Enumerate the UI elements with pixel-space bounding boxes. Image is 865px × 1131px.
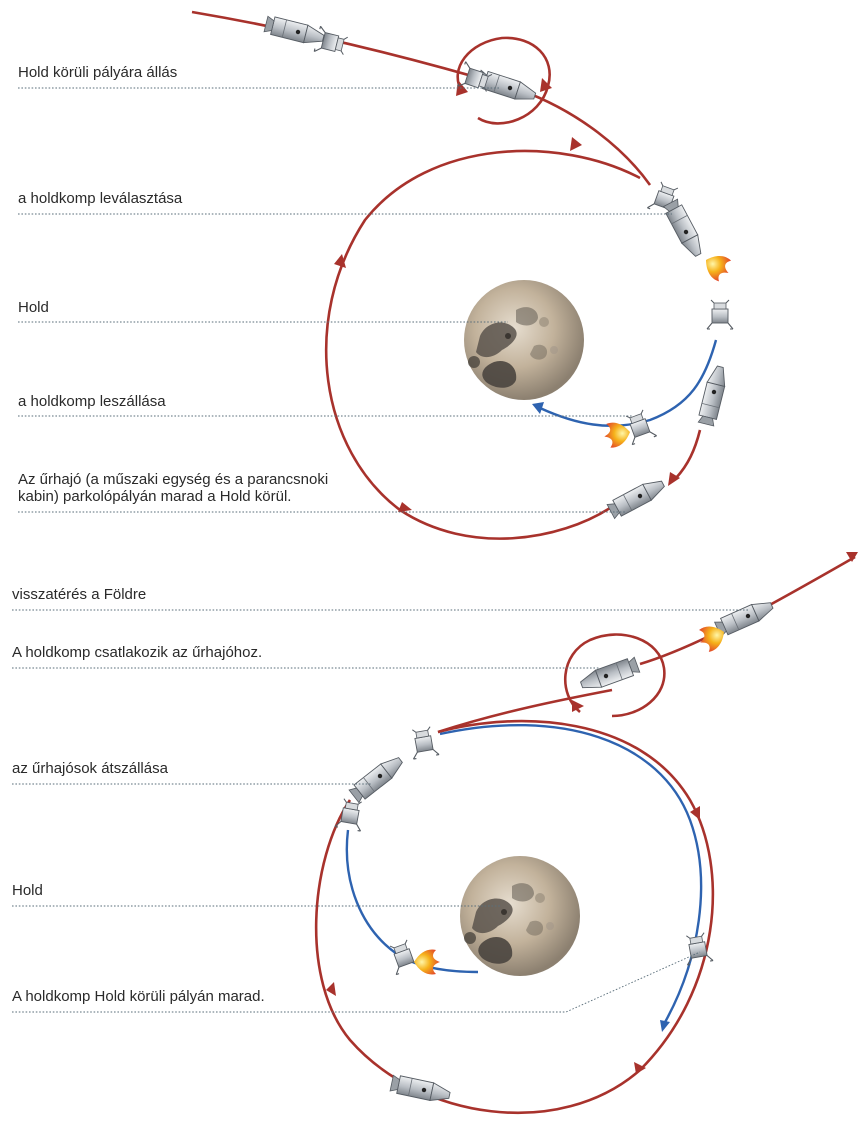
label-lm-separation: a holdkomp leválasztása — [18, 190, 183, 207]
arrow-icon — [572, 700, 584, 712]
arrow-icon — [690, 806, 700, 820]
label-return-to-earth: visszatérés a Földre — [12, 586, 147, 603]
arrow-icon — [326, 982, 336, 996]
spacecraft-icon — [606, 475, 668, 520]
lm-ascent-path — [345, 829, 479, 974]
moon-icon — [460, 856, 580, 976]
engine-flame-icon — [699, 249, 735, 284]
label-csm-parking-line1: Az űrhajó (a műszaki egység és a parancs… — [18, 471, 329, 488]
label-crew-transfer: az űrhajósok átszállása — [12, 760, 168, 777]
landing-trajectory — [539, 339, 718, 427]
arrow-icon — [634, 1062, 646, 1074]
insertion-loop — [456, 36, 551, 125]
lunar-module-icon — [334, 797, 367, 832]
arrow-icon — [532, 402, 544, 414]
arrow-icon — [668, 472, 680, 486]
lunar-module-icon — [313, 25, 350, 60]
ascent-trajectory — [437, 688, 613, 734]
docking-loop — [563, 633, 666, 718]
lunar-module-icon — [407, 725, 440, 760]
label-lm-landing: a holdkomp leszállása — [18, 393, 166, 410]
arrow-icon — [846, 552, 858, 562]
spacecraft-icon — [263, 14, 326, 48]
label-moon-bottom: Hold — [12, 882, 43, 899]
label-lm-docking: A holdkomp csatlakozik az űrhajóhoz. — [12, 644, 263, 661]
lunar-module-icon — [706, 299, 734, 330]
spacecraft-icon — [577, 655, 641, 694]
arrow-icon — [570, 137, 582, 151]
approach-trajectory — [191, 10, 652, 186]
lunar-parking-orbit — [324, 149, 641, 540]
lunar-module-icon — [621, 407, 658, 446]
arrow-icon — [398, 502, 412, 512]
arrow-icon — [540, 78, 552, 92]
spacecraft-icon — [696, 364, 730, 427]
bottom-diagram — [12, 552, 858, 1115]
spacecraft-icon — [347, 752, 407, 804]
arrow-icon — [660, 1020, 670, 1032]
arrow-icon — [334, 254, 346, 268]
top-diagram — [18, 10, 735, 540]
label-csm-parking-line2: kabin) parkolópályán marad a Hold körül. — [18, 488, 292, 505]
label-moon-top: Hold — [18, 299, 49, 316]
spacecraft-icon — [662, 198, 707, 260]
engine-flame-icon — [414, 949, 440, 975]
arrow-icon — [456, 80, 468, 96]
moon-icon — [464, 280, 584, 400]
leader-line — [12, 951, 701, 1013]
csm-descent-arc — [675, 429, 702, 479]
lunar-module-icon — [385, 937, 422, 976]
label-lunar-orbit-insertion: Hold körüli pályára állás — [18, 64, 178, 81]
label-lm-remains: A holdkomp Hold körüli pályán marad. — [12, 988, 265, 1005]
